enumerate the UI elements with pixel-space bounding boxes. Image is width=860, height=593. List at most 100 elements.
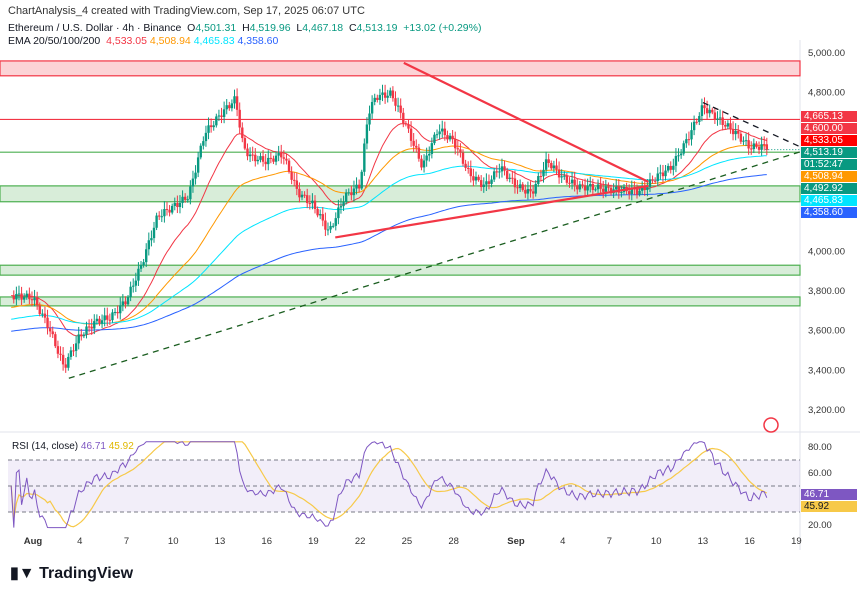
tradingview-logo[interactable]: ▮▼ TradingView xyxy=(10,563,133,583)
x-tick-label: Aug xyxy=(24,536,43,547)
open-label: O xyxy=(187,22,196,34)
low-label: L xyxy=(296,22,303,34)
candle-body xyxy=(695,121,698,123)
candle-body xyxy=(85,326,88,335)
candle-body xyxy=(163,209,166,217)
candle-body xyxy=(165,209,169,211)
candle-body xyxy=(142,262,145,266)
candle-body xyxy=(643,186,646,190)
ema100-value: 4,465.83 xyxy=(193,35,235,47)
candle-body xyxy=(222,109,226,117)
candle-body xyxy=(492,171,496,180)
price-label: 4,508.94 xyxy=(801,171,857,182)
candle-body xyxy=(386,95,389,98)
candle-body xyxy=(490,179,493,184)
symbol-legend: Ethereum / U.S. Dollar · 4h · Binance O4… xyxy=(8,22,798,35)
candle-body xyxy=(51,331,54,335)
candle-body xyxy=(155,215,158,228)
candle-body xyxy=(28,293,31,300)
candle-body xyxy=(357,184,361,189)
candle-body xyxy=(557,169,561,178)
candle-body xyxy=(176,203,179,208)
candle-body xyxy=(204,132,208,142)
candle-body xyxy=(630,188,633,195)
candle-body xyxy=(347,192,350,194)
candle-body xyxy=(173,203,176,206)
candle-body xyxy=(344,192,348,202)
candle-body xyxy=(721,117,724,126)
candle-body xyxy=(334,218,337,226)
candle-body xyxy=(152,227,156,239)
high-label: H xyxy=(242,22,250,34)
candle-body xyxy=(529,189,532,192)
candle-body xyxy=(456,148,460,150)
candle-body xyxy=(495,171,498,173)
candle-body xyxy=(734,130,737,135)
candle-body xyxy=(487,181,491,184)
candle-body xyxy=(755,143,758,147)
rsi-tick-label: 20.00 xyxy=(808,520,832,531)
candle-body xyxy=(381,92,384,95)
candle-body xyxy=(620,192,623,194)
price-label: 01:52:47 xyxy=(801,159,857,170)
y-tick-label: 3,600.00 xyxy=(808,326,845,337)
candle-body xyxy=(251,154,254,156)
x-tick-label: 7 xyxy=(124,536,129,547)
candle-body xyxy=(293,179,296,181)
candle-body xyxy=(254,154,257,162)
candle-body xyxy=(443,128,447,136)
candle-body xyxy=(682,143,685,154)
price-label: 4,533.05 xyxy=(801,135,857,146)
candle-body xyxy=(160,216,163,218)
candle-body xyxy=(568,182,571,184)
candle-body xyxy=(511,177,514,179)
rsi-value: 46.71 xyxy=(80,441,106,452)
candle-body xyxy=(191,178,195,187)
candle-body xyxy=(602,188,605,192)
candle-body xyxy=(119,305,122,314)
rsi-tick-label: 60.00 xyxy=(808,468,832,479)
candle-body xyxy=(469,168,472,177)
candle-body xyxy=(157,215,161,217)
candle-body xyxy=(56,346,60,354)
close-value: 4,513.19 xyxy=(356,22,398,34)
candle-body xyxy=(635,189,639,195)
candle-body xyxy=(318,214,322,216)
candle-body xyxy=(311,200,314,204)
candle-body xyxy=(573,179,576,186)
candle-body xyxy=(48,328,52,332)
candle-body xyxy=(446,135,449,140)
candle-body xyxy=(705,108,709,114)
candle-body xyxy=(516,187,519,189)
flag-icon xyxy=(763,417,779,433)
candle-body xyxy=(217,115,221,117)
candle-body xyxy=(537,176,540,184)
ema-legend: EMA 20/50/100/200 4,533.05 4,508.94 4,46… xyxy=(8,35,798,48)
candle-body xyxy=(461,152,465,164)
candle-body xyxy=(329,225,332,230)
candle-body xyxy=(589,184,592,187)
candle-body xyxy=(467,167,470,169)
candle-body xyxy=(41,313,44,315)
ema20-value: 4,533.05 xyxy=(106,35,147,47)
candle-body xyxy=(544,159,548,170)
candle-body xyxy=(300,194,304,198)
candle-body xyxy=(396,105,400,107)
candle-body xyxy=(342,201,345,207)
candle-body xyxy=(350,192,353,196)
candle-body xyxy=(451,135,454,140)
candle-body xyxy=(313,200,317,209)
support-zone xyxy=(0,185,801,203)
candle-body xyxy=(43,313,47,318)
x-tick-label: 25 xyxy=(402,536,413,547)
candle-body xyxy=(441,128,444,132)
x-tick-label: 19 xyxy=(308,536,319,547)
price-label: 4,358.60 xyxy=(801,207,857,218)
candle-body xyxy=(241,127,244,139)
logo-text: TradingView xyxy=(39,565,134,582)
candle-body xyxy=(513,178,517,188)
y-tick-label: 4,800.00 xyxy=(808,88,845,99)
candle-body xyxy=(274,155,278,162)
candle-body xyxy=(170,205,174,213)
